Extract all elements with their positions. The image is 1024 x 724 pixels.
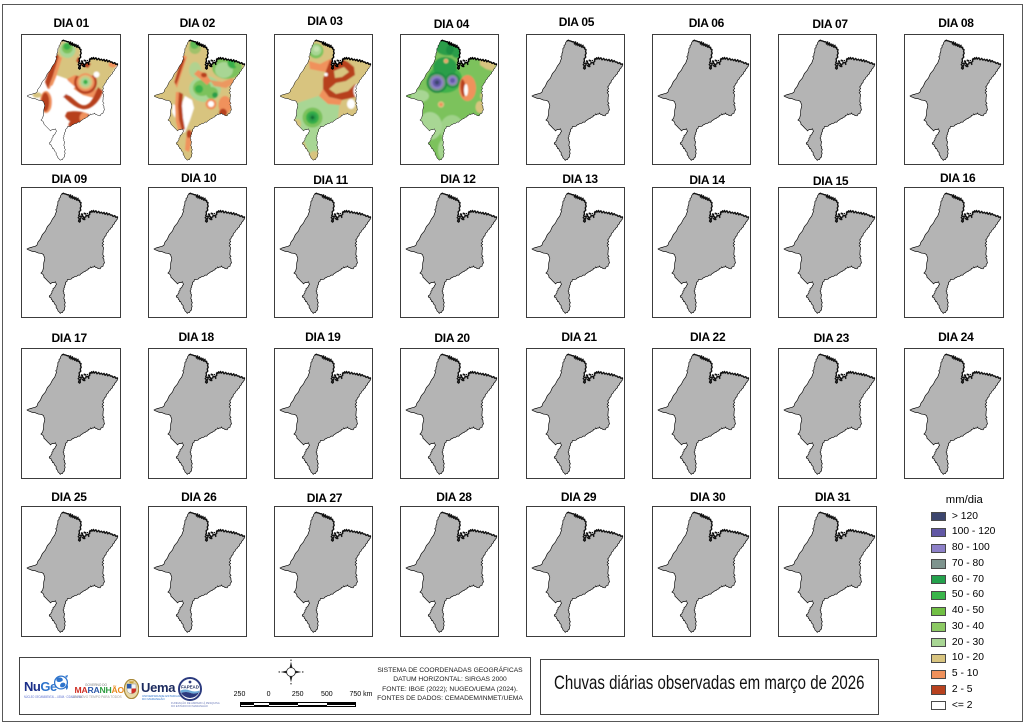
svg-text:FAPEAD: FAPEAD: [181, 685, 199, 690]
